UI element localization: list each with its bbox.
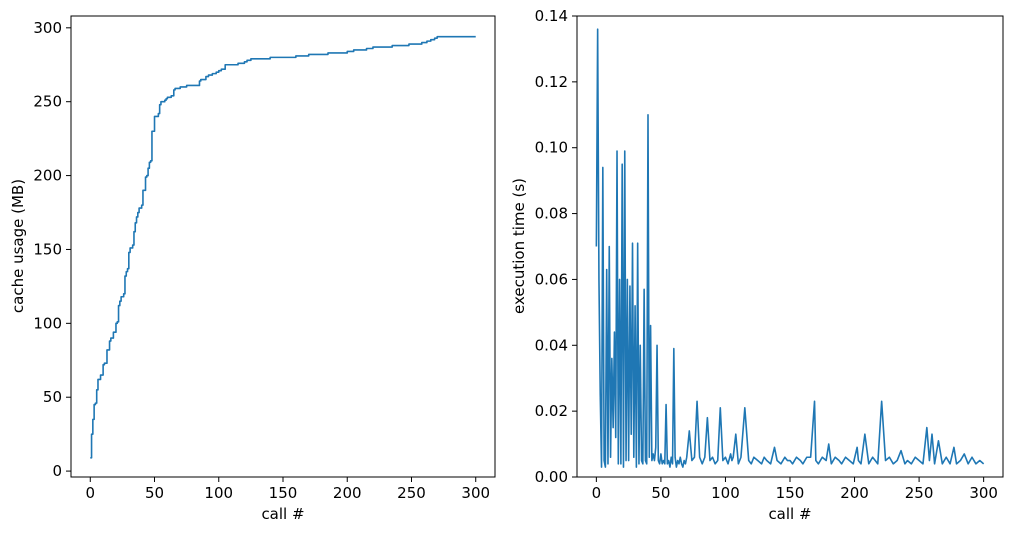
x-tick-label: 200 — [333, 484, 362, 502]
y-tick-label: 150 — [33, 240, 62, 258]
y-axis-label: cache usage (MB) — [9, 179, 27, 313]
x-tick-label: 0 — [592, 484, 602, 502]
x-tick-label: 300 — [969, 484, 998, 502]
x-axis-label: call # — [261, 505, 304, 523]
x-tick-label: 250 — [905, 484, 934, 502]
cache-usage-panel: 0 50 100 150 200 250 300 0 50 100 150 200 250 300 cal… — [9, 15, 496, 523]
y-tick-label: 0.12 — [535, 73, 568, 91]
plot-area-frame — [70, 15, 496, 478]
axis-ticks: 0 50 100 150 200 250 300 0 50 100 150 200 250 300 — [33, 19, 490, 502]
y-axis-label: execution time (s) — [510, 178, 528, 314]
x-tick-label: 250 — [397, 484, 426, 502]
y-tick-label: 300 — [33, 19, 62, 37]
x-tick-label: 300 — [461, 484, 490, 502]
x-tick-label: 50 — [145, 484, 164, 502]
y-tick-label: 0.06 — [535, 270, 568, 288]
x-tick-label: 100 — [711, 484, 740, 502]
y-tick-label: 250 — [33, 93, 62, 111]
y-tick-label: 200 — [33, 167, 62, 185]
x-tick-label: 50 — [651, 484, 670, 502]
series-line-group — [90, 35, 476, 459]
series-line-group — [595, 28, 985, 468]
series-line — [595, 28, 985, 468]
series-line — [90, 35, 476, 459]
y-tick-label: 0.02 — [535, 402, 568, 420]
y-tick-label: 0.08 — [535, 205, 568, 223]
y-tick-label: 0.04 — [535, 336, 568, 354]
x-axis-label: call # — [768, 505, 811, 523]
x-tick-label: 150 — [776, 484, 805, 502]
x-tick-label: 150 — [269, 484, 298, 502]
x-tick-label: 0 — [85, 484, 95, 502]
y-tick-label: 0.14 — [535, 7, 568, 25]
x-tick-label: 100 — [204, 484, 233, 502]
y-tick-label: 100 — [33, 314, 62, 332]
y-tick-label: 0 — [52, 462, 62, 480]
axis-ticks: 0 50 100 150 200 250 300 0.00 0.02 0.04 0.06 0.08 0.… — [535, 7, 998, 502]
y-tick-label: 50 — [43, 388, 62, 406]
x-tick-label: 200 — [840, 484, 869, 502]
execution-time-panel: 0 50 100 150 200 250 300 0.00 0.02 0.04 0.06 0.08 0.… — [510, 7, 1004, 523]
y-tick-label: 0.00 — [535, 468, 568, 486]
y-tick-label: 0.10 — [535, 139, 568, 157]
